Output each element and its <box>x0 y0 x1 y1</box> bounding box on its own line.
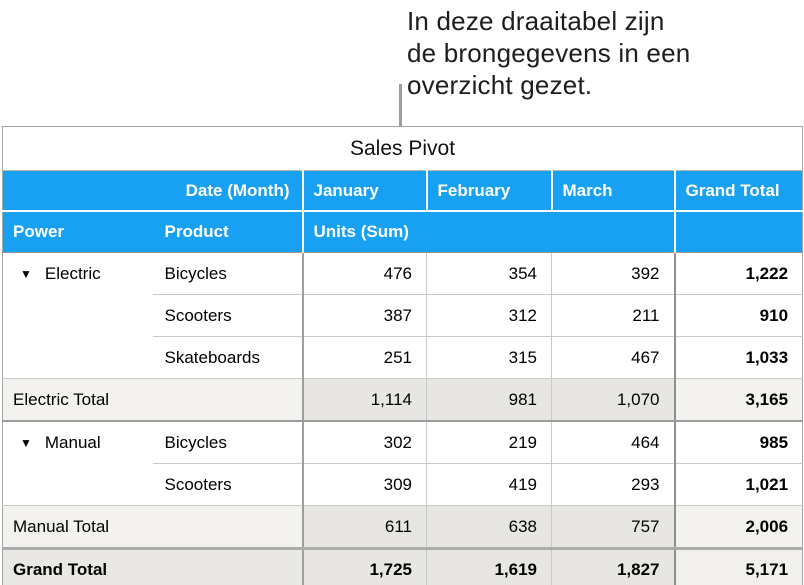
data-cell[interactable]: 312 <box>426 294 552 337</box>
table-row: Scooters 309 419 293 1,021 <box>3 463 803 506</box>
data-cell[interactable]: 387 <box>302 294 427 337</box>
header-product[interactable]: Product <box>152 211 304 253</box>
row-total-cell[interactable]: 1,222 <box>673 252 803 295</box>
data-cell[interactable]: 419 <box>426 463 552 506</box>
grand-total-cell[interactable]: 1,725 <box>302 547 427 585</box>
pivot-table: Sales Pivot Date (Month) January Februar… <box>2 126 804 585</box>
subtotal-cell[interactable]: 1,070 <box>551 378 675 422</box>
data-cell[interactable]: 251 <box>302 336 427 379</box>
grand-total-cell[interactable]: 1,827 <box>551 547 675 585</box>
callout-annotation: In deze draaitabel zijn de brongegevens … <box>407 5 690 101</box>
data-cell[interactable]: 293 <box>551 463 675 506</box>
row-total-cell[interactable]: 1,033 <box>673 336 803 379</box>
subtotal-cell[interactable]: 638 <box>426 505 552 550</box>
row-total-cell[interactable]: 910 <box>673 294 803 337</box>
subtotal-cell[interactable]: 757 <box>551 505 675 550</box>
subtotal-label-cell[interactable]: Electric Total <box>2 378 304 422</box>
subtotal-row: Electric Total 1,114 981 1,070 3,165 <box>2 378 803 422</box>
grand-total-label-cell[interactable]: Grand Total <box>2 547 304 585</box>
field-header-row: Power Product Units (Sum) <box>2 211 803 253</box>
subtotal-cell[interactable]: 981 <box>426 378 552 422</box>
subtotal-cell[interactable]: 611 <box>302 505 427 550</box>
header-units-sum[interactable]: Units (Sum) <box>302 211 676 253</box>
subtotal-cell[interactable]: 1,114 <box>302 378 427 422</box>
header-february[interactable]: February <box>426 170 553 212</box>
header-grand-total[interactable]: Grand Total <box>674 170 803 212</box>
product-cell[interactable]: Scooters <box>152 463 304 506</box>
data-cell[interactable]: 219 <box>426 421 552 464</box>
disclosure-triangle-icon[interactable]: ▼ <box>20 435 32 450</box>
disclosure-triangle-icon[interactable]: ▼ <box>20 266 32 281</box>
row-total-cell[interactable]: 985 <box>673 421 803 464</box>
group-label: Electric <box>44 263 101 283</box>
data-cell[interactable]: 302 <box>302 421 427 464</box>
table-row: Skateboards 251 315 467 1,033 <box>3 336 803 379</box>
header-date-month[interactable]: Date (Month) <box>2 170 304 212</box>
product-cell[interactable]: Bicycles <box>152 252 304 295</box>
table-title-row: Sales Pivot <box>2 126 803 171</box>
data-cell[interactable]: 354 <box>426 252 552 295</box>
grand-total-row: Grand Total 1,725 1,619 1,827 5,171 <box>2 547 803 585</box>
data-cell[interactable]: 467 <box>551 336 675 379</box>
table-row: ▼ Electric Bicycles 476 354 392 1,222 <box>2 252 803 379</box>
table-row: Scooters 387 312 211 910 <box>3 294 803 337</box>
callout-text-line: de brongegevens in een <box>407 38 691 68</box>
group-label: Manual <box>44 432 101 452</box>
column-header-row: Date (Month) January February March Gran… <box>2 170 803 212</box>
grand-total-cell[interactable]: 1,619 <box>426 547 552 585</box>
data-cell[interactable]: 392 <box>551 252 675 295</box>
product-cell[interactable]: Scooters <box>152 294 304 337</box>
product-cell[interactable]: Bicycles <box>152 421 304 464</box>
group-cell-electric[interactable]: ▼ Electric <box>2 252 153 379</box>
data-cell[interactable]: 309 <box>302 463 427 506</box>
callout-connector-line <box>399 84 402 126</box>
table-title[interactable]: Sales Pivot <box>2 126 803 171</box>
data-cell[interactable]: 464 <box>551 421 675 464</box>
header-power[interactable]: Power <box>2 211 153 253</box>
subtotal-label-cell[interactable]: Manual Total <box>2 505 304 550</box>
product-cell[interactable]: Skateboards <box>152 336 304 379</box>
grand-total-corner-cell[interactable]: 5,171 <box>673 547 803 585</box>
subtotal-total-cell[interactable]: 3,165 <box>673 378 803 422</box>
data-cell[interactable]: 476 <box>302 252 427 295</box>
header-march[interactable]: March <box>551 170 676 212</box>
table-row: ▼ Manual Bicycles 302 219 464 985 <box>2 421 803 506</box>
data-cell[interactable]: 315 <box>426 336 552 379</box>
subtotal-row: Manual Total 611 638 757 2,006 <box>2 505 803 550</box>
group-cell-manual[interactable]: ▼ Manual <box>2 421 153 506</box>
data-cell[interactable]: 211 <box>551 294 675 337</box>
row-total-cell[interactable]: 1,021 <box>673 463 803 506</box>
header-empty-cell[interactable] <box>674 211 803 253</box>
callout-text-line: overzicht gezet. <box>407 70 593 100</box>
callout-text-line: In deze draaitabel zijn <box>407 6 665 36</box>
header-january[interactable]: January <box>302 170 428 212</box>
subtotal-total-cell[interactable]: 2,006 <box>673 505 803 550</box>
